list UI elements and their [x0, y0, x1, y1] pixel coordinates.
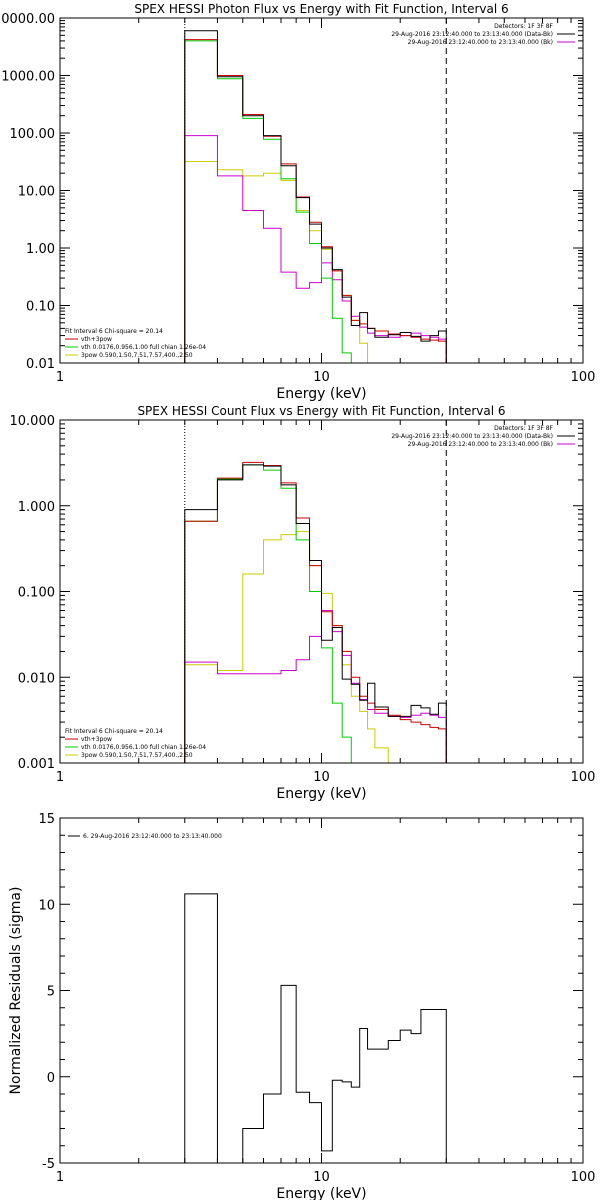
- legend-entry: vth 0.0176,0.956,1.00 full chian 1.26e-0…: [81, 744, 206, 751]
- x-tick-label: 10: [313, 370, 330, 385]
- plot-frame: [59, 17, 584, 364]
- legend-entry: 3pow 0.590,1.50,7.51,7.57,400.,2.50: [81, 352, 193, 359]
- x-axis-label: Energy (keV): [276, 1186, 366, 1200]
- legend-entry: 29-Aug-2016 23:12:40.000 to 23:13:40.000…: [408, 441, 553, 448]
- y-tick-label: 0.10: [26, 300, 55, 315]
- series-vth-3pow: [184, 39, 447, 363]
- x-tick-label: 100: [571, 1170, 596, 1185]
- x-tick-label: 1: [56, 770, 64, 785]
- series-data-bk: [184, 464, 447, 763]
- legend-top-left: 6. 29-Aug-2016 23:12:40.000 to 23:13:40.…: [68, 833, 222, 840]
- legend-entry: vth+3pow: [81, 336, 112, 343]
- plot-area: [184, 893, 447, 1163]
- legend-entry: vth+3pow: [81, 736, 112, 743]
- x-axis-label: Energy (keV): [276, 386, 366, 402]
- x-axis: 1 10 100: [56, 818, 596, 1185]
- y-tick-label: 10000.00: [0, 12, 55, 27]
- series-vth: [184, 464, 447, 763]
- y-tick-label: 1000.00: [1, 70, 55, 85]
- x-tick-label: 100: [571, 770, 596, 785]
- y-tick-label: 10.000: [10, 414, 56, 429]
- y-tick-label: 100.00: [10, 127, 56, 142]
- y-tick-label: 0.001: [18, 757, 55, 772]
- legend-bottom-left: Fit Interval 6 Chi-square = 20.14vth+3po…: [65, 328, 206, 359]
- y-tick-label: 0.010: [18, 671, 55, 686]
- series-bk: [184, 610, 447, 763]
- y-tick-label: 5: [47, 985, 55, 1000]
- legend-entry: vth 0.0176,0.956,1.00 full chian 1.26e-0…: [81, 344, 206, 351]
- chart-panel-2: SPEX HESSI Count Flux vs Energy with Fit…: [10, 404, 596, 802]
- x-axis-label: Energy (keV): [276, 786, 366, 802]
- legend-entry: Detectors: 1F 3F 8F: [494, 23, 553, 30]
- chart-panel-1: SPEX HESSI Photon Flux vs Energy with Fi…: [0, 2, 595, 402]
- legend-entry: 29-Aug-2016 23:12:40.000 to 23:13:40.000…: [391, 433, 553, 440]
- y-tick-label: 15: [38, 812, 55, 827]
- x-tick-label: 100: [571, 370, 596, 385]
- x-tick-label: 1: [56, 1170, 64, 1185]
- y-tick-label: -5: [42, 1157, 55, 1172]
- legend-entry: Fit Interval 6 Chi-square = 20.14: [65, 328, 163, 335]
- y-axis: 15 10 5 0 -5: [38, 812, 583, 1172]
- y-tick-label: 1.000: [18, 500, 55, 515]
- legend-entry: 3pow 0.590,1.50,7.51,7.57,400.,2.50: [81, 752, 193, 759]
- y-tick-label: 10: [38, 898, 55, 913]
- y-axis-label: Normalized Residuals (sigma): [8, 887, 24, 1095]
- series-vth: [184, 40, 447, 363]
- series-6-29-aug-2016-23-12-40-000-to-23-13-40-000: [184, 893, 447, 1163]
- chart-panel-3: 1 10 100 Energy (keV) 15 10 5 0 -5 Normalized Res…: [8, 812, 596, 1202]
- legend-bottom-left: Fit Interval 6 Chi-square = 20.14vth+3po…: [65, 728, 206, 759]
- legend-entry: 6. 29-Aug-2016 23:12:40.000 to 23:13:40.…: [83, 833, 222, 840]
- plot-frame: [59, 817, 584, 1164]
- legend-entry: Detectors: 1F 3F 8F: [494, 425, 553, 432]
- series-3pow: [184, 531, 447, 763]
- chart-title: SPEX HESSI Photon Flux vs Energy with Fi…: [134, 2, 508, 16]
- y-tick-label: 0.01: [26, 357, 55, 372]
- chart-title: SPEX HESSI Count Flux vs Energy with Fit…: [137, 404, 505, 418]
- plot-area: [184, 420, 447, 763]
- y-tick-label: 0: [47, 1071, 55, 1086]
- x-tick-label: 10: [313, 770, 330, 785]
- y-tick-label: 1.00: [26, 242, 55, 257]
- y-tick-label: 10.00: [18, 185, 55, 200]
- y-tick-label: 0.100: [18, 586, 55, 601]
- x-tick-label: 10: [313, 1170, 330, 1185]
- series-data-bk: [184, 30, 447, 363]
- plot-area: [184, 18, 447, 363]
- legend-entry: 29-Aug-2016 23:12:40.000 to 23:13:40.000…: [391, 31, 553, 38]
- y-axis: 10000.00 1000.00 100.00 10.00 1.00 0.10 0.01: [0, 12, 583, 372]
- x-tick-label: 1: [56, 370, 64, 385]
- y-axis: 10.000 1.000 0.100 0.010 0.001: [10, 414, 583, 772]
- plot-frame: [59, 419, 584, 764]
- legend-entry: Fit Interval 6 Chi-square = 20.14: [65, 728, 163, 735]
- legend-entry: 29-Aug-2016 23:12:40.000 to 23:13:40.000…: [408, 39, 553, 46]
